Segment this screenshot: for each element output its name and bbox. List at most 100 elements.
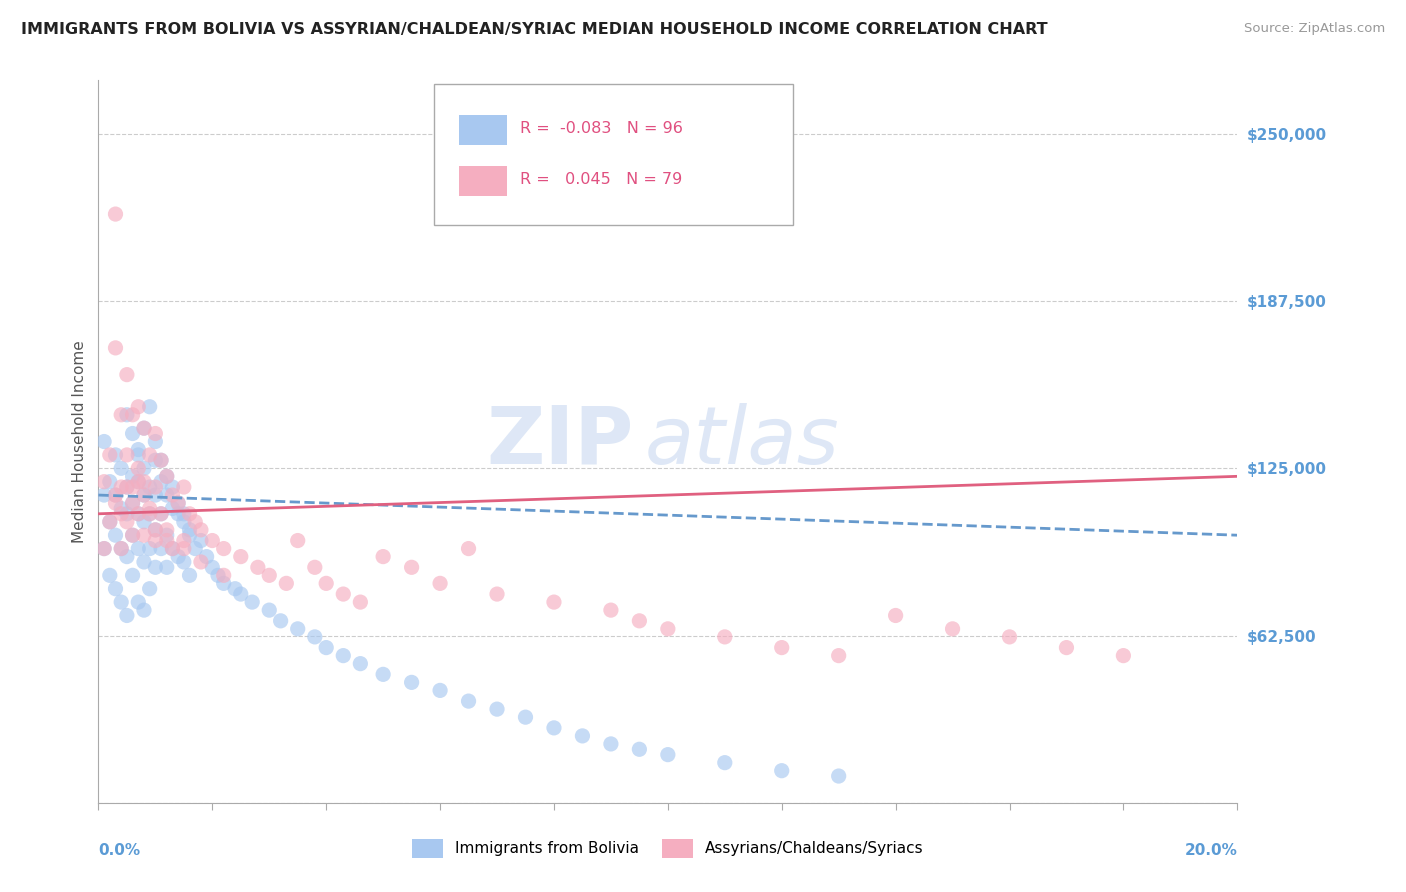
Point <box>714 756 737 770</box>
Point <box>229 587 252 601</box>
Point <box>145 523 167 537</box>
Point <box>173 480 195 494</box>
Point <box>121 496 143 510</box>
Point <box>287 533 309 548</box>
Point <box>349 657 371 671</box>
Point <box>150 475 173 489</box>
Point <box>167 496 190 510</box>
Point <box>184 515 207 529</box>
Point <box>98 448 121 462</box>
Point <box>132 555 155 569</box>
Point <box>104 582 127 596</box>
Point <box>121 528 143 542</box>
Point <box>173 515 195 529</box>
Point <box>110 461 132 475</box>
Point <box>628 614 651 628</box>
Text: 0.0%: 0.0% <box>98 843 141 857</box>
Point <box>714 630 737 644</box>
Point <box>429 576 451 591</box>
Point <box>429 683 451 698</box>
Point <box>132 475 155 489</box>
Point <box>127 400 149 414</box>
Point <box>162 541 184 556</box>
Legend: Immigrants from Bolivia, Assyrians/Chaldeans/Syriacs: Immigrants from Bolivia, Assyrians/Chald… <box>406 833 929 863</box>
Point <box>121 469 143 483</box>
Point <box>212 568 235 582</box>
Point <box>104 207 127 221</box>
Point <box>770 640 793 655</box>
Point <box>184 541 207 556</box>
Point <box>259 568 281 582</box>
Point <box>195 549 218 564</box>
Point <box>628 742 651 756</box>
Point <box>121 528 143 542</box>
Point <box>138 480 160 494</box>
Point <box>457 541 479 556</box>
Point <box>145 533 167 548</box>
Point <box>132 461 155 475</box>
Point <box>121 480 143 494</box>
Point <box>104 341 127 355</box>
Point <box>304 630 326 644</box>
Text: ZIP: ZIP <box>486 402 634 481</box>
FancyBboxPatch shape <box>434 84 793 225</box>
Point <box>138 400 160 414</box>
Point <box>127 475 149 489</box>
Point <box>259 603 281 617</box>
Text: R =   0.045   N = 79: R = 0.045 N = 79 <box>520 172 682 186</box>
Point <box>162 480 184 494</box>
Point <box>138 448 160 462</box>
Point <box>179 507 201 521</box>
Point <box>190 523 212 537</box>
Point <box>373 667 395 681</box>
Point <box>98 568 121 582</box>
Point <box>110 507 132 521</box>
Point <box>373 549 395 564</box>
Point <box>167 507 190 521</box>
Point <box>156 523 179 537</box>
Point <box>1056 640 1078 655</box>
Point <box>150 541 173 556</box>
Point <box>332 587 354 601</box>
Point <box>173 533 195 548</box>
Point <box>150 453 173 467</box>
Point <box>110 595 132 609</box>
Point <box>132 528 155 542</box>
Point <box>287 622 309 636</box>
Point <box>201 533 224 548</box>
Point <box>115 448 138 462</box>
Y-axis label: Median Household Income: Median Household Income <box>72 340 87 543</box>
Point <box>515 710 537 724</box>
Point <box>138 501 160 516</box>
Point <box>998 630 1021 644</box>
Point <box>1112 648 1135 663</box>
Point <box>240 595 263 609</box>
Point <box>190 555 212 569</box>
Bar <box>460 166 508 196</box>
Point <box>332 648 354 663</box>
Point <box>828 769 851 783</box>
Point <box>132 421 155 435</box>
Point <box>121 496 143 510</box>
Point <box>486 587 509 601</box>
Point <box>212 576 235 591</box>
Point <box>145 523 167 537</box>
Point <box>162 488 184 502</box>
Point <box>162 501 184 516</box>
Point <box>115 549 138 564</box>
Point <box>401 560 423 574</box>
Point <box>132 603 155 617</box>
Point <box>93 434 115 449</box>
Text: R =  -0.083   N = 96: R = -0.083 N = 96 <box>520 121 683 136</box>
Point <box>115 408 138 422</box>
Text: IMMIGRANTS FROM BOLIVIA VS ASSYRIAN/CHALDEAN/SYRIAC MEDIAN HOUSEHOLD INCOME CORR: IMMIGRANTS FROM BOLIVIA VS ASSYRIAN/CHAL… <box>21 22 1047 37</box>
Point <box>156 469 179 483</box>
Point <box>145 488 167 502</box>
Point <box>179 523 201 537</box>
Point <box>93 541 115 556</box>
Point <box>115 608 138 623</box>
Point <box>98 515 121 529</box>
Text: Source: ZipAtlas.com: Source: ZipAtlas.com <box>1244 22 1385 36</box>
Point <box>770 764 793 778</box>
Point <box>600 603 623 617</box>
